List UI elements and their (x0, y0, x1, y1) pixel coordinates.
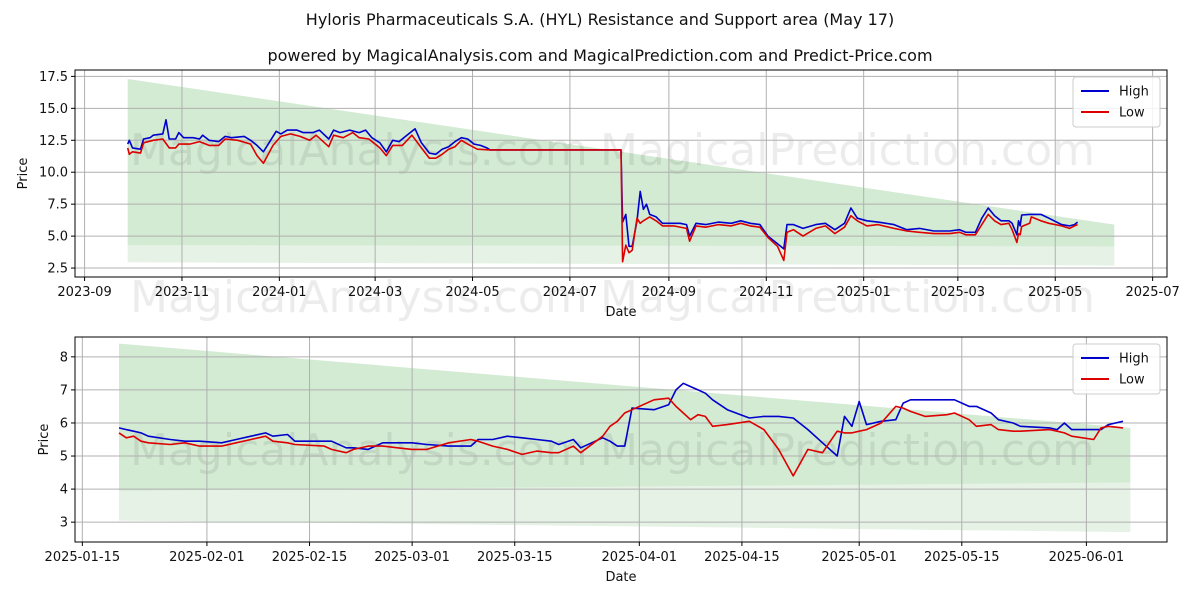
watermark-left: MagicalAnalysis.com (130, 272, 588, 323)
y-tick-label: 7.5 (47, 198, 68, 213)
watermark-right: MagicalPrediction.com (600, 272, 1095, 323)
y-tick-label: 17.5 (39, 70, 68, 85)
x-tick-label: 2024-07 (543, 285, 597, 300)
x-tick-label: 2025-01 (837, 285, 891, 300)
x-tick-label: 2025-07 (1125, 285, 1179, 300)
x-tick-label: 2024-03 (348, 285, 402, 300)
plot-frame (74, 336, 1168, 543)
support-band (127, 245, 1115, 266)
y-axis-label: Price (16, 158, 31, 190)
x-tick-label: 2025-05-01 (821, 550, 897, 565)
x-axis-label: Date (605, 305, 636, 320)
legend-box (1072, 343, 1161, 395)
y-tick-label: 5 (60, 450, 68, 465)
support-band (118, 482, 1131, 533)
legend-label-low: Low (1119, 106, 1145, 121)
x-tick-label: 2025-05-15 (924, 550, 1000, 565)
series-low-line (126, 131, 1078, 263)
x-tick-label: 2024-01 (252, 285, 306, 300)
x-tick-label: 2025-02-01 (169, 550, 245, 565)
x-tick-label: 2023-11 (155, 285, 209, 300)
x-tick-label: 2025-06-01 (1049, 550, 1125, 565)
chart-2: MagicalAnalysis.com MagicalPrediction.com… (37, 336, 1168, 585)
y-tick-label: 15.0 (39, 102, 68, 117)
y-tick-label: 7 (60, 383, 68, 398)
x-tick-label: 2025-04-01 (602, 550, 678, 565)
plot-frame (74, 69, 1168, 278)
y-tick-label: 5.0 (47, 230, 68, 245)
y-tick-label: 2.5 (47, 262, 68, 277)
chart-subtitle: powered by MagicalAnalysis.com and Magic… (267, 46, 933, 65)
y-tick-label: 3 (60, 516, 68, 531)
x-tick-label: 2023-09 (57, 285, 111, 300)
legend-label-low: Low (1119, 373, 1145, 388)
y-axis-label: Price (37, 424, 52, 456)
y-tick-label: 4 (60, 483, 68, 498)
legend: High Low (1072, 343, 1161, 395)
x-tick-label: 2024-09 (642, 285, 696, 300)
watermark-right: MagicalPrediction.com (600, 125, 1095, 176)
legend-box (1072, 76, 1161, 128)
x-tick-label: 2025-01-15 (45, 550, 121, 565)
x-tick-label: 2025-03-01 (374, 550, 450, 565)
x-tick-label: 2024-05 (445, 285, 499, 300)
x-tick-label: 2025-02-15 (272, 550, 348, 565)
chart-title: Hyloris Pharmaceuticals S.A. (HYL) Resis… (305, 10, 895, 29)
x-tick-label: 2025-03 (931, 285, 985, 300)
x-tick-label: 2024-11 (739, 285, 793, 300)
series-high-line (118, 382, 1124, 457)
x-tick-label: 2025-04-15 (704, 550, 780, 565)
y-tick-label: 8 (60, 350, 68, 365)
legend: High Low (1072, 76, 1161, 128)
series-low-line (118, 397, 1124, 477)
x-tick-label: 2025-03-15 (477, 550, 553, 565)
resistance-band (118, 343, 1131, 491)
x-axis-label: Date (605, 570, 636, 585)
y-tick-label: 12.5 (39, 134, 68, 149)
series-high-line (126, 119, 1079, 250)
chart-1: MagicalAnalysis.com MagicalPrediction.com… (16, 69, 1180, 323)
legend-label-high: High (1119, 85, 1149, 100)
watermark-left: MagicalAnalysis.com (130, 425, 588, 476)
y-tick-label: 6 (60, 416, 68, 431)
legend-label-high: High (1119, 352, 1149, 367)
y-tick-label: 10.0 (39, 166, 68, 181)
x-tick-label: 2025-05 (1028, 285, 1082, 300)
